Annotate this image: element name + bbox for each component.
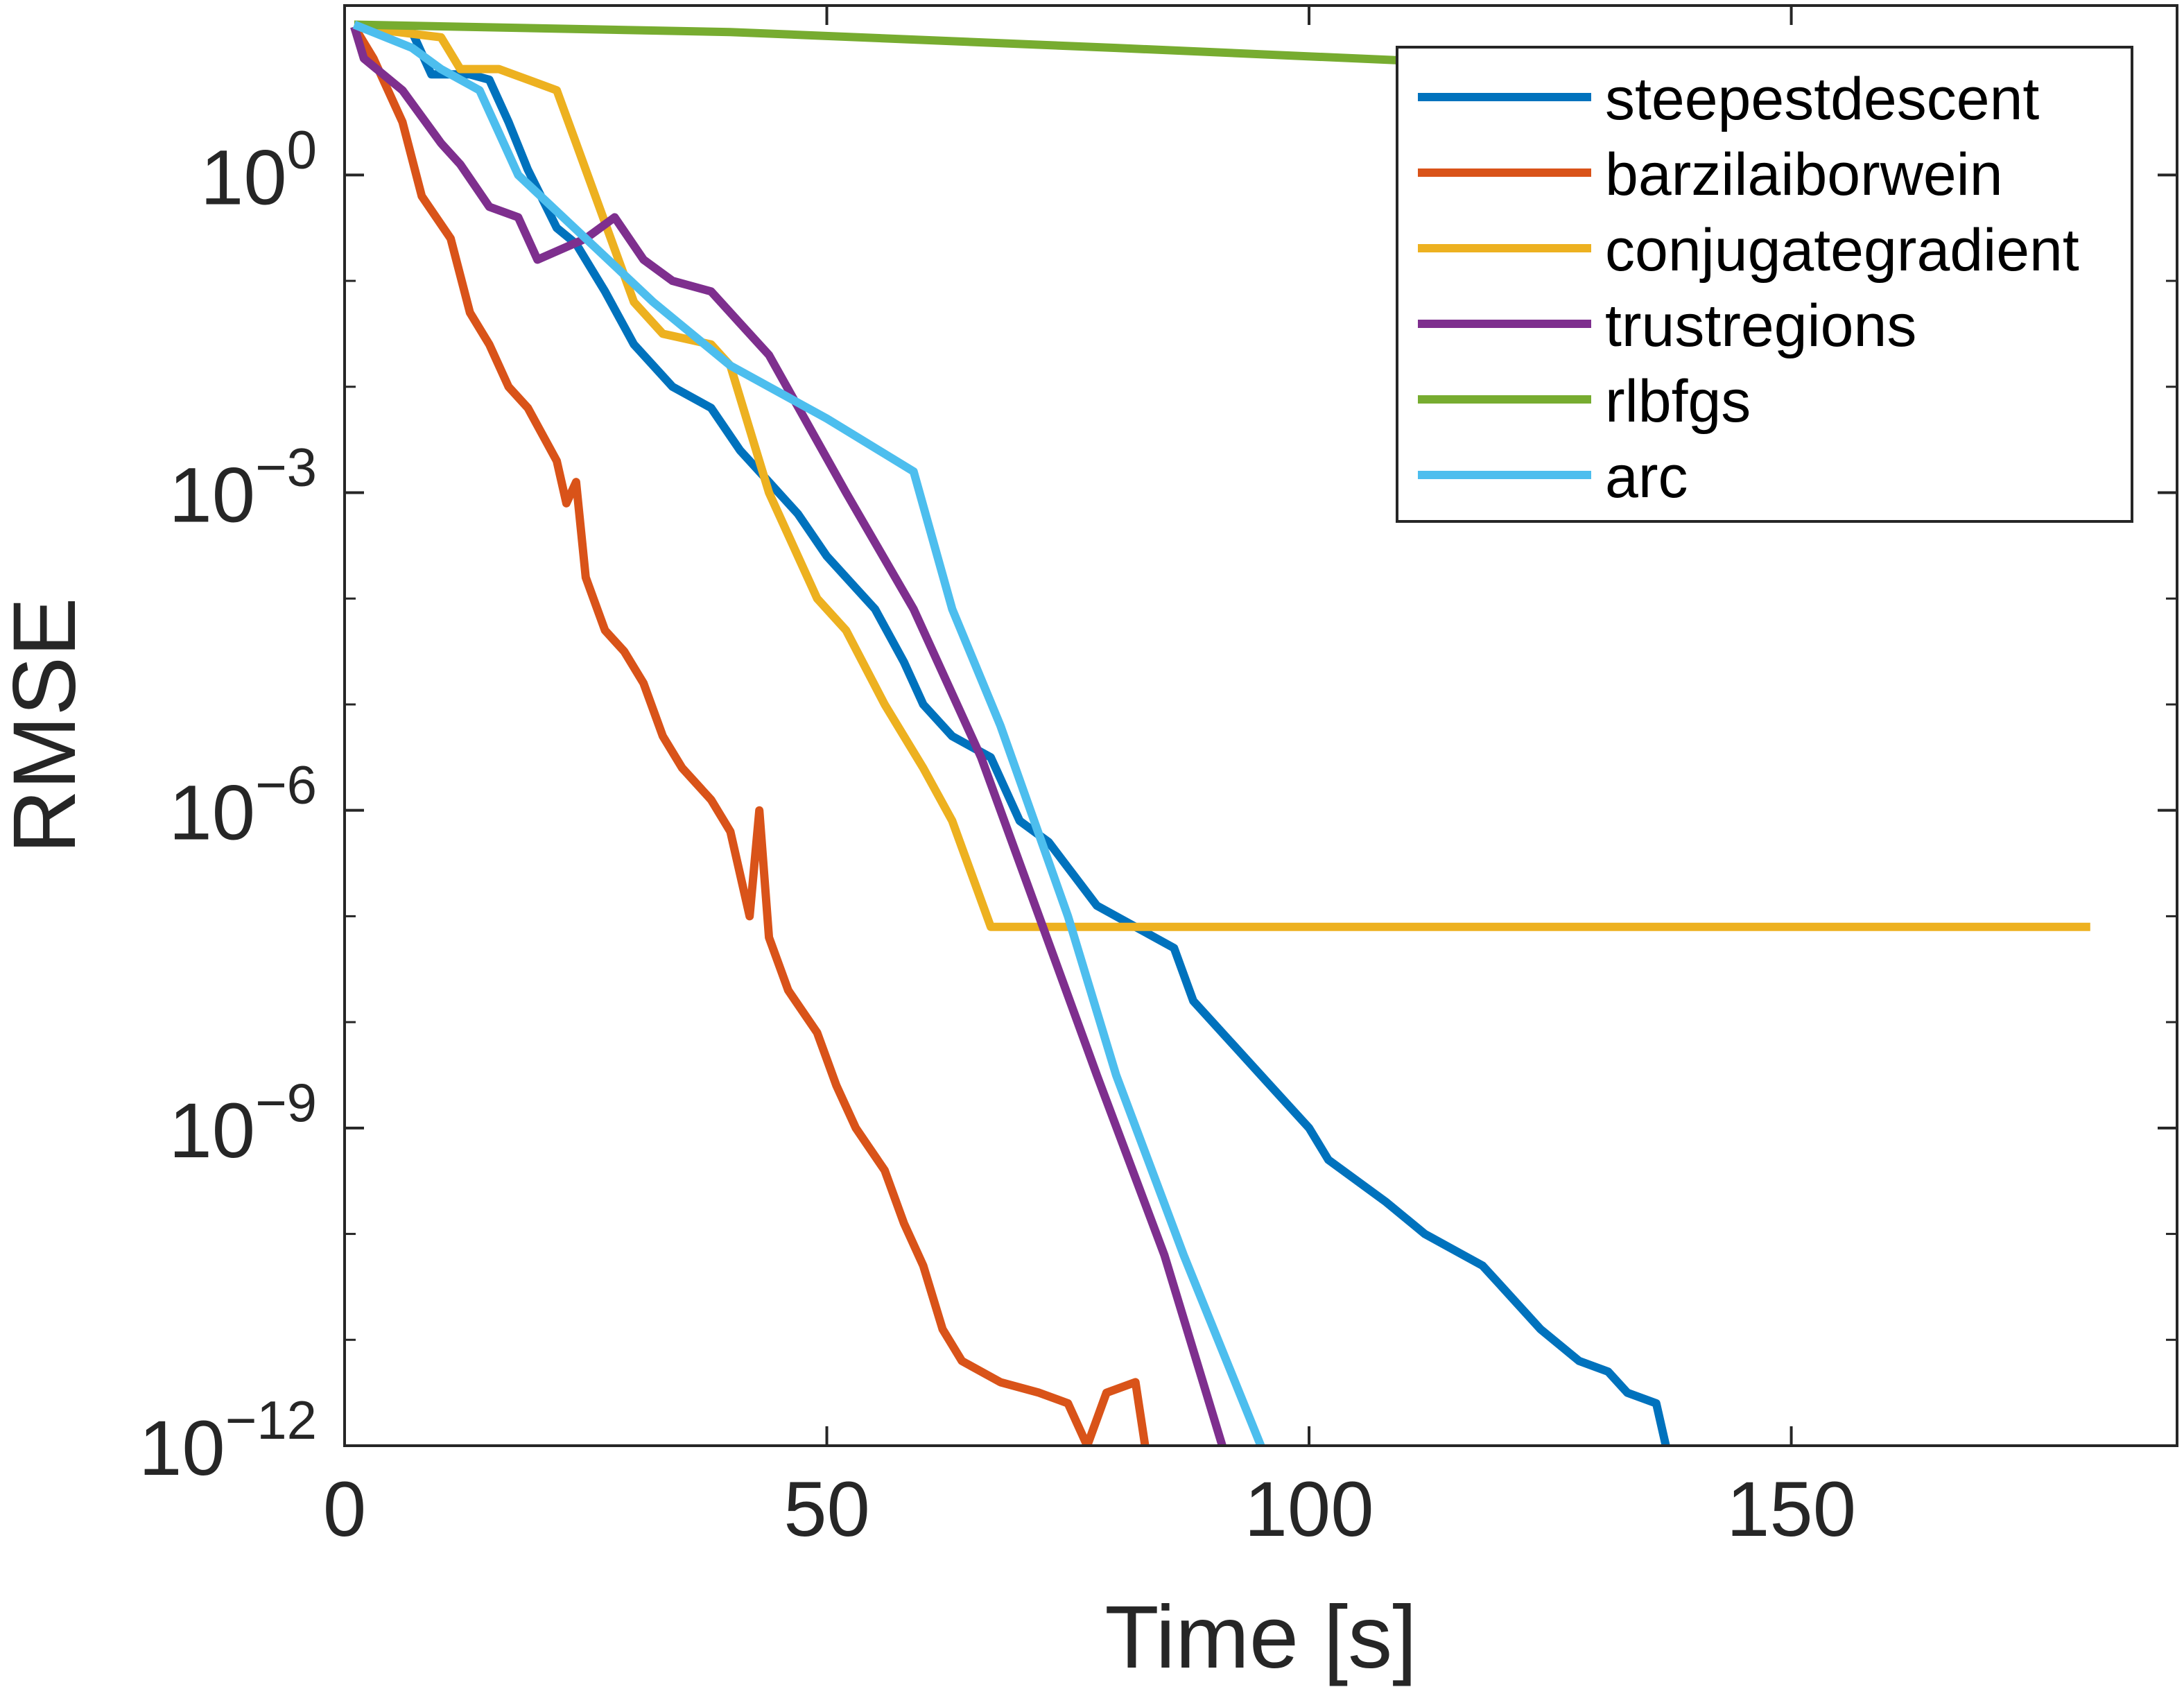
x-tick-label: 100 [1245, 1466, 1374, 1552]
series-line-barzilaiborwein [350, 24, 1150, 1446]
y-tick-exponent: −3 [255, 437, 317, 498]
x-tick-label: 50 [783, 1466, 870, 1552]
y-tick-exponent: −12 [225, 1390, 317, 1451]
x-tick-label: 150 [1726, 1466, 1856, 1552]
series-line-rlbfgs [354, 20, 1406, 65]
y-tick-label: 10−9 [168, 1072, 317, 1174]
y-tick-label: 10−6 [168, 754, 317, 856]
legend-label-conjugategradient: conjugategradient [1605, 217, 2079, 284]
legend-label-arc: arc [1605, 444, 1688, 510]
y-tick-label: 10−12 [139, 1390, 317, 1491]
series-line-arc [352, 20, 1265, 1446]
y-tick-label: 10−3 [168, 437, 317, 539]
legend-label-barzilaiborwein: barzilaiborwein [1605, 141, 2003, 208]
series-line-steepestdescent [354, 22, 1670, 1446]
y-axis-title: RMSE [0, 598, 94, 854]
y-tick-exponent: −9 [255, 1072, 317, 1133]
legend-label-trustregions: trustregions [1605, 293, 1916, 359]
series-layer [350, 20, 2090, 1446]
y-tick-base: 10 [168, 1087, 255, 1174]
y-tick-base: 10 [168, 452, 255, 539]
plot-frame [343, 4, 2178, 1447]
y-tick-exponent: 0 [287, 119, 317, 180]
y-tick-base: 10 [200, 134, 287, 220]
y-tick-base: 10 [168, 770, 255, 856]
legend-box [1396, 46, 2133, 523]
series-line-trustregions [350, 25, 1227, 1446]
y-tick-base: 10 [139, 1405, 225, 1491]
legend-label-rlbfgs: rlbfgs [1605, 368, 1751, 435]
y-tick-label: 100 [200, 119, 317, 220]
x-tick-label: 0 [323, 1466, 366, 1552]
y-tick-exponent: −6 [255, 754, 317, 815]
x-axis-title: Time [s] [1104, 1588, 1416, 1687]
legend-label-steepestdescent: steepestdescent [1605, 66, 2039, 132]
legend: steepestdescent barzilaiborwein conjugateg… [1396, 46, 2133, 523]
